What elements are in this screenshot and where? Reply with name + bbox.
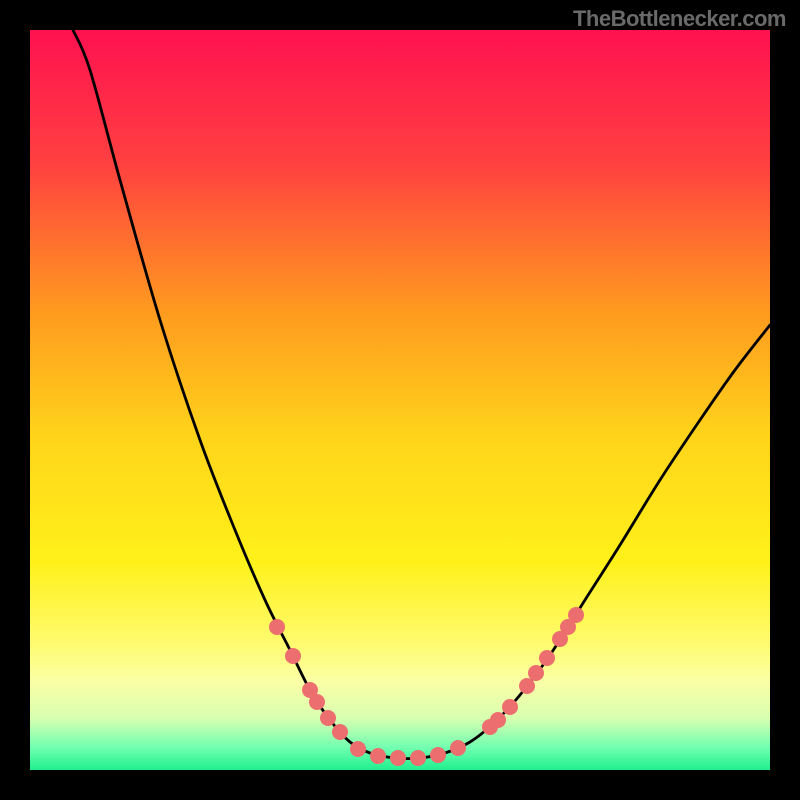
curve-marker — [519, 678, 535, 694]
curve-marker — [309, 694, 325, 710]
curve-marker — [568, 607, 584, 623]
watermark-text: TheBottlenecker.com — [573, 6, 786, 32]
bottleneck-chart: TheBottlenecker.com — [0, 0, 800, 800]
curve-marker — [539, 650, 555, 666]
curve-marker — [490, 712, 506, 728]
curve-marker — [370, 748, 386, 764]
curve-marker — [285, 648, 301, 664]
curve-marker — [320, 710, 336, 726]
chart-svg — [0, 0, 800, 800]
curve-marker — [350, 741, 366, 757]
curve-marker — [528, 665, 544, 681]
curve-marker — [410, 750, 426, 766]
curve-marker — [332, 724, 348, 740]
curve-marker — [450, 740, 466, 756]
curve-marker — [430, 747, 446, 763]
curve-marker — [269, 619, 285, 635]
curve-marker — [390, 750, 406, 766]
curve-marker — [502, 699, 518, 715]
plot-area — [30, 30, 770, 770]
